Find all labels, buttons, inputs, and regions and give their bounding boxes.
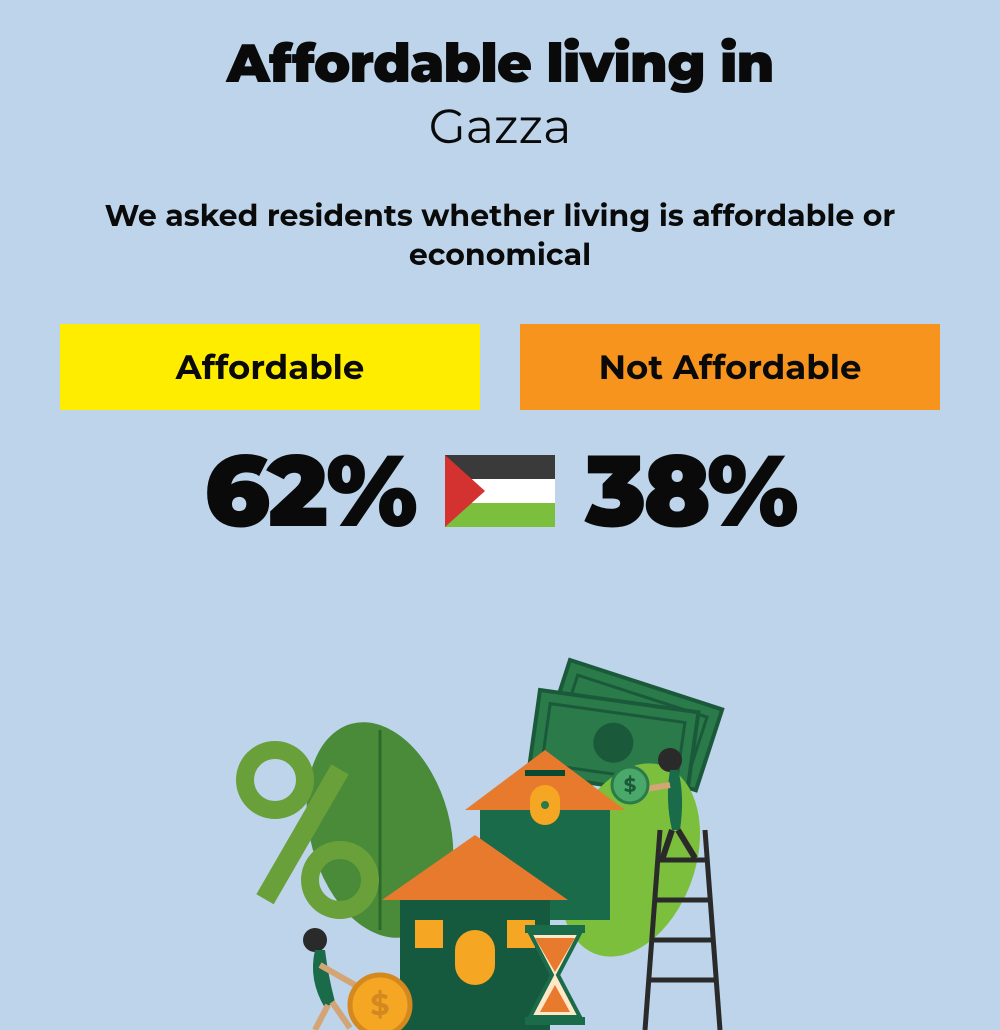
infographic-container: Affordable living in Gazza We asked resi… xyxy=(0,0,1000,552)
subtitle: We asked residents whether living is aff… xyxy=(60,196,940,274)
stat-not-affordable: Not Affordable xyxy=(520,324,940,410)
affordable-percent: 62% xyxy=(204,430,415,552)
not-affordable-label: Not Affordable xyxy=(599,346,862,388)
title-line1: Affordable living in xyxy=(60,30,940,96)
illustration: $ $ xyxy=(200,630,800,1030)
svg-text:$: $ xyxy=(624,774,637,798)
percent-row: 62% 38% xyxy=(60,430,940,552)
affordable-label: Affordable xyxy=(176,346,365,388)
not-affordable-label-box: Not Affordable xyxy=(520,324,940,410)
affordable-label-box: Affordable xyxy=(60,324,480,410)
stats-row: Affordable Not Affordable xyxy=(60,324,940,410)
title-line2: Gazza xyxy=(60,98,940,156)
svg-text:$: $ xyxy=(370,986,389,1023)
person-left-icon: $ xyxy=(303,928,410,1030)
not-affordable-percent: 38% xyxy=(585,430,796,552)
stat-affordable: Affordable xyxy=(60,324,480,410)
flag-icon xyxy=(445,455,555,527)
